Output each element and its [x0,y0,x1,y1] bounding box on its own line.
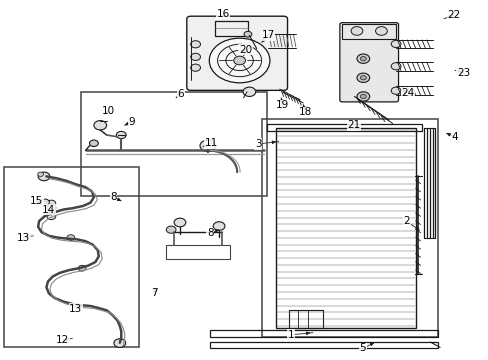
Circle shape [356,54,369,63]
Circle shape [114,339,125,347]
Circle shape [213,222,224,230]
Circle shape [41,199,49,206]
FancyBboxPatch shape [186,16,287,90]
Text: 21: 21 [346,120,360,130]
Text: 11: 11 [204,138,218,148]
Bar [210,342,437,348]
Circle shape [190,41,200,48]
Circle shape [67,235,75,240]
Circle shape [89,140,98,147]
Text: 9: 9 [128,117,135,127]
Circle shape [47,213,56,220]
Text: 8: 8 [110,192,117,202]
Bar [215,21,248,36]
Circle shape [47,204,56,211]
Circle shape [200,140,215,152]
Circle shape [244,31,251,37]
Text: 2: 2 [403,216,409,226]
Circle shape [174,218,185,227]
Bar [276,128,415,328]
Circle shape [38,172,50,181]
Bar [342,24,395,39]
Circle shape [47,200,56,207]
Text: 1: 1 [287,330,294,340]
Circle shape [233,56,245,65]
Bar [288,310,322,328]
Text: 17: 17 [261,30,274,40]
Circle shape [390,40,400,48]
Circle shape [190,64,200,71]
Circle shape [390,63,400,70]
Circle shape [360,76,366,80]
Circle shape [94,121,106,130]
Circle shape [356,73,369,82]
Circle shape [375,27,386,35]
Text: 12: 12 [56,335,69,345]
Text: 24: 24 [401,88,414,98]
Text: 8: 8 [206,228,213,238]
Circle shape [190,53,200,60]
Circle shape [360,57,366,61]
Circle shape [116,131,126,139]
Bar [261,119,437,337]
Text: 6: 6 [177,89,184,99]
Text: 19: 19 [275,100,289,110]
Circle shape [78,265,86,271]
Text: 4: 4 [450,132,457,142]
Bar [166,245,229,259]
Circle shape [360,94,366,99]
Text: 20: 20 [239,45,251,55]
Bar [4,167,139,347]
Bar [210,330,437,337]
Text: 7: 7 [151,288,158,298]
Text: 18: 18 [298,107,312,117]
Circle shape [209,38,269,83]
Text: 15: 15 [30,196,43,206]
Text: 14: 14 [42,204,56,215]
Circle shape [47,209,56,215]
Text: 10: 10 [102,106,115,116]
Text: 5: 5 [359,343,366,354]
Text: 16: 16 [216,9,229,19]
Text: 13: 13 [17,233,30,243]
Bar [81,92,266,196]
Circle shape [243,87,255,96]
Circle shape [356,92,369,101]
Circle shape [390,87,400,94]
Circle shape [38,172,43,176]
FancyBboxPatch shape [339,23,398,102]
Circle shape [166,226,176,233]
Text: 22: 22 [446,10,460,20]
Text: 23: 23 [456,68,469,78]
Bar [266,124,421,131]
Circle shape [350,27,362,35]
Text: 3: 3 [254,139,261,149]
Text: 13: 13 [69,304,82,314]
